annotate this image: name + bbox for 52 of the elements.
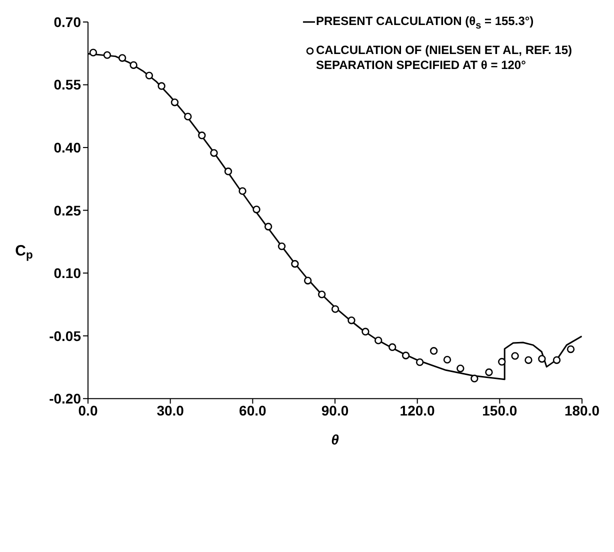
point — [362, 328, 370, 336]
point — [348, 316, 356, 324]
point — [388, 343, 396, 351]
point — [224, 168, 232, 176]
point — [118, 54, 126, 62]
point — [524, 356, 532, 364]
x-tick-label: 90.0 — [321, 402, 349, 419]
point — [443, 356, 452, 364]
point — [158, 82, 166, 90]
point — [198, 132, 206, 140]
y-axis-title: C$_{p}$ — [15, 242, 33, 262]
point — [402, 352, 410, 360]
point — [485, 368, 493, 376]
y-tick-label: 0.25 — [54, 202, 82, 218]
point — [238, 187, 246, 195]
x-axis-title: θ — [331, 432, 340, 448]
point — [145, 72, 154, 80]
point — [264, 222, 272, 230]
point — [470, 374, 478, 382]
point — [278, 242, 286, 250]
point — [89, 48, 98, 56]
point — [374, 336, 382, 344]
legend-label: CALCULATION OF (NIELSEN ET AL, REF. 15) SEPARATION SPECIFIED AT θ = 120° — [316, 43, 574, 74]
x-tick-label: 30.0 — [156, 402, 184, 419]
point — [170, 98, 179, 106]
point — [103, 51, 112, 59]
point — [498, 358, 506, 366]
y-tick-label: -0.05 — [49, 328, 82, 344]
point — [538, 355, 546, 363]
point — [252, 206, 260, 214]
point — [566, 345, 575, 354]
y-tick-label: 0.70 — [54, 14, 82, 30]
point — [331, 305, 340, 313]
point — [130, 61, 138, 69]
point — [210, 149, 218, 157]
legend-label: PRESENT CALCULATION (θ$_{s}$ = 155.3°) — [316, 14, 534, 34]
point — [184, 112, 192, 120]
y-tick-label: 0.55 — [54, 76, 82, 93]
point — [304, 276, 312, 284]
x-tick-label: 120.0 — [400, 402, 436, 419]
point — [291, 260, 299, 268]
point — [318, 290, 326, 298]
x-tick-label: 60.0 — [239, 402, 267, 419]
y-tick-label: 0.10 — [54, 265, 82, 282]
point — [430, 347, 438, 355]
x-tick-label: 150.0 — [482, 402, 518, 419]
x-tick-label: 180.0 — [564, 402, 600, 419]
point — [511, 352, 519, 360]
y-tick-label: 0.40 — [54, 140, 82, 156]
point — [552, 356, 561, 364]
point — [456, 364, 464, 372]
point — [416, 358, 424, 366]
